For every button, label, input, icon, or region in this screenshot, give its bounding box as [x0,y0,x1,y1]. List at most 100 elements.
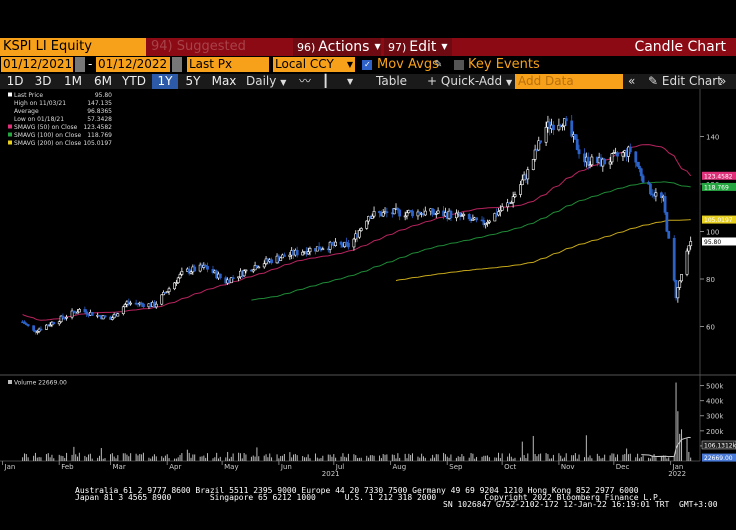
range-3d[interactable]: 3D [34,74,52,88]
candle-body [486,222,489,224]
candle-body [129,302,133,305]
mov-avgs-checkbox[interactable] [362,60,372,70]
candle-body [72,310,76,313]
legend-value: 96.8365 [87,108,112,115]
ticker-field[interactable]: KSPI LI Equity [0,38,146,56]
date-separator: - [88,57,93,71]
footer-phones-1: Australia 61 2 9777 8600 Brazil 5511 239… [75,486,639,495]
candle-body [52,321,56,325]
key-events-checkbox[interactable] [454,60,464,70]
candle-body [142,303,145,308]
candle-body [251,269,255,272]
price-tag [702,215,736,224]
actions-menu[interactable]: 96) Actions ▼ [293,38,381,56]
candle-body [603,158,607,165]
range-1d[interactable]: 1D [6,74,24,88]
collapse-left-icon[interactable]: « [628,74,636,88]
legend-label: Low on 01/18/21 [14,116,64,123]
table-button[interactable]: Table [376,74,408,88]
candle-body [449,210,453,219]
candle-body [649,183,652,195]
candle-body [650,193,654,196]
range-1m[interactable]: 1M [64,74,82,88]
end-date-input[interactable]: 01/12/2022 [96,57,170,72]
candle-body [70,310,74,318]
candle-body [498,210,502,213]
candle-body [83,309,87,313]
x-tick-label: Oct [504,463,516,471]
x-tick-label: May [224,463,238,471]
legend-value: 123.4582 [83,124,112,131]
candle-body [85,311,89,315]
start-date-input[interactable]: 01/12/2021 [1,57,73,72]
field-select[interactable]: Last Px [187,57,269,72]
candle-body [48,324,52,327]
chevron-down-icon[interactable]: ▼ [347,77,354,86]
footer: Australia 61 2 9777 8600 Brazil 5511 239… [0,484,736,514]
x-tick-label: Jan [4,463,16,471]
candle-body [588,164,592,167]
x-tick-label: Apr [169,463,181,471]
candle-body [76,311,79,314]
edit-chart-button[interactable]: ✎ Edit Chart [648,74,722,89]
candle-body [519,184,522,195]
candle-body [154,303,158,308]
suggested-charts-button[interactable]: 94) Suggested Charts [151,39,246,72]
pencil-icon[interactable]: ✎ [434,59,443,70]
period-select[interactable]: Daily ▼ [246,74,286,89]
legend-swatch [8,140,12,145]
price-tag [702,171,736,180]
candle-body [531,159,535,170]
candle-chart: 6080100120140100k200k300k400k500kJanFebM… [0,89,736,478]
footer-session-info: SN 1026847 G752-2102-172 12-Jan-22 16:19… [443,500,718,509]
candle-body [378,211,381,214]
candle-body [396,208,400,211]
volume-average-line [641,436,691,458]
price-tag-label: 123.4582 [704,173,733,180]
edit-menu[interactable]: 97) Edit ▼ [384,38,452,56]
candle-body [672,238,676,281]
volume-tick-label: 300k [706,413,724,421]
candle-body [482,220,486,226]
candle-body [667,231,671,239]
price-tag-label: 118.769 [704,184,729,191]
candle-body [509,202,513,204]
currency-select[interactable]: Local CCY ▼ [273,57,355,72]
expand-right-icon[interactable]: » [719,74,727,88]
candle-body [237,276,241,279]
candle-body [471,218,475,221]
candle-body [537,140,541,151]
range-ytd[interactable]: YTD [122,74,146,88]
range-5y[interactable]: 5Y [185,74,201,88]
add-data-input[interactable]: Add Data [515,74,623,89]
candle-chart-icon[interactable]: ┃ [322,74,330,88]
calendar-icon[interactable] [75,57,85,72]
volume-tag [701,440,736,450]
range-max[interactable]: Max [211,74,237,88]
year-label: 2021 [322,470,340,478]
candle-body [32,325,36,331]
calendar-icon[interactable] [172,57,182,72]
candle-body [539,140,542,143]
candle-body [398,209,402,217]
candle-body [301,251,305,256]
candle-body [173,282,176,290]
x-tick-label: Dec [616,463,630,471]
candle-body [455,212,458,219]
candle-body [35,331,39,333]
candle-body [242,270,246,277]
candle-body [608,161,612,165]
range-6m[interactable]: 6M [94,74,112,88]
candle-body [288,254,292,257]
range-1y[interactable]: 1Y [152,74,178,89]
volume-group [22,382,692,461]
candle-body [63,317,67,320]
price-tag-label: 105.0197 [704,217,733,224]
legend-value: 105.0197 [83,140,112,147]
candle-body [687,245,691,252]
quick-add-button[interactable]: + Quick-Add ▼ [427,74,512,89]
candle-body [493,213,497,222]
candle-body [562,118,566,127]
line-chart-icon[interactable]: 〰 [299,74,312,88]
x-tick-label: Jul [335,463,345,471]
